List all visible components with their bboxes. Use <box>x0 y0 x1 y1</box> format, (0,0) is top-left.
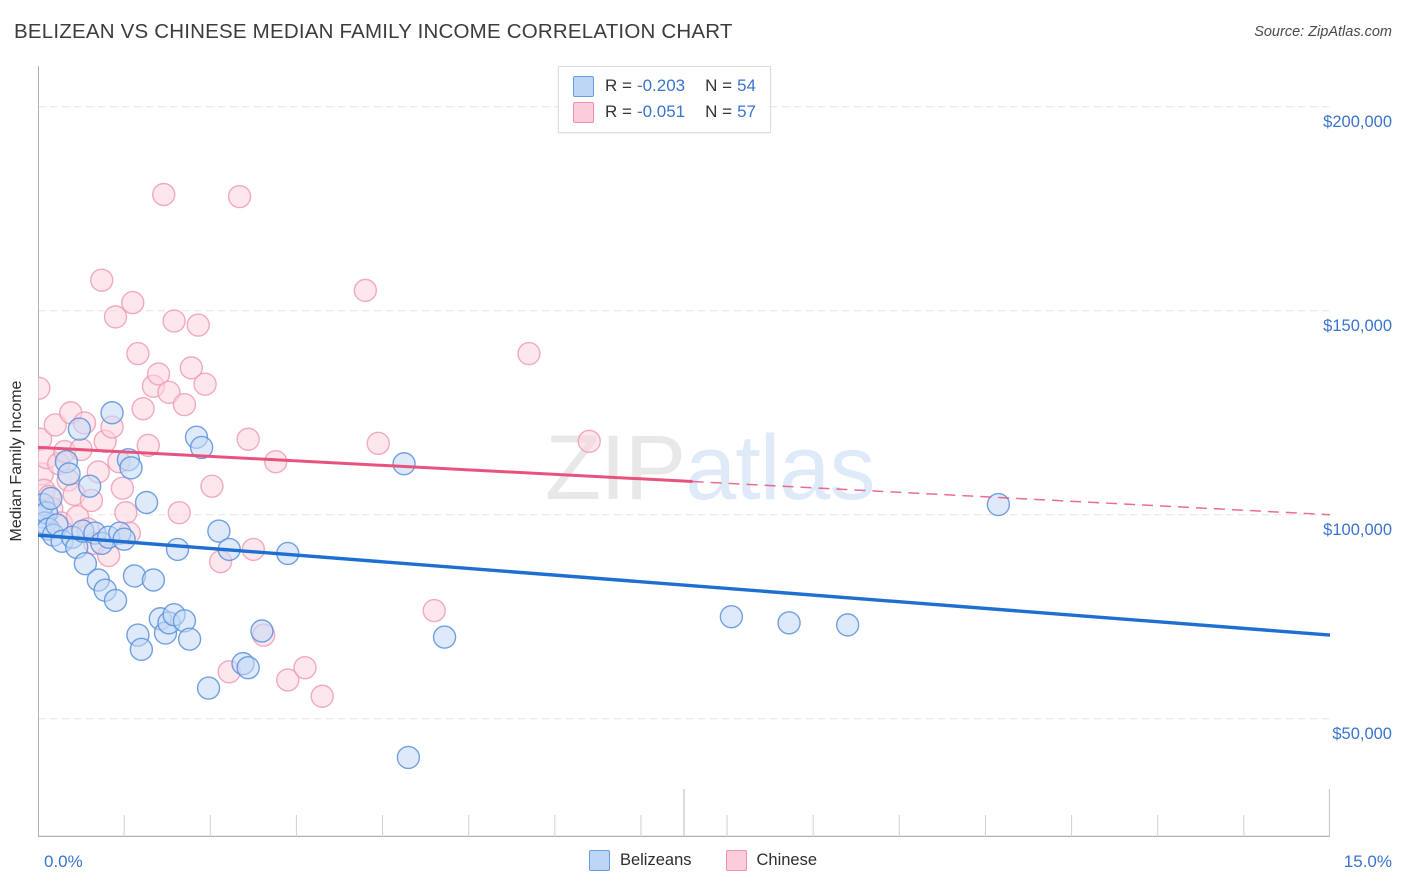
trendline-chinese-dashed <box>692 480 1330 516</box>
data-point <box>422 598 446 623</box>
correlation-row-belizeans: R = -0.203 N = 54 <box>573 73 756 99</box>
data-point <box>250 619 274 643</box>
data-point <box>90 268 114 292</box>
n-value-blue: 54 <box>737 76 756 95</box>
data-point <box>73 551 98 576</box>
series-label-chinese: Chinese <box>756 851 818 869</box>
n-label-blue: N = <box>705 76 733 95</box>
data-point <box>131 396 155 421</box>
series-label-belizeans: Belizeans <box>619 851 692 869</box>
data-point <box>227 184 252 209</box>
r-label-blue: R = <box>605 76 632 95</box>
data-point <box>310 684 334 708</box>
legend-item-belizeans[interactable]: Belizeans <box>588 850 692 871</box>
correlation-row-chinese: R = -0.051 N = 57 <box>573 99 756 125</box>
r-value-blue: -0.203 <box>636 76 686 95</box>
legend-swatch-blue <box>573 75 594 97</box>
r-value-pink: -0.051 <box>636 102 686 121</box>
data-point <box>196 676 221 700</box>
data-point <box>112 527 136 551</box>
r-label-pink: R = <box>605 102 632 121</box>
data-point <box>122 564 147 588</box>
data-point <box>777 611 801 635</box>
n-value-pink: 57 <box>737 102 756 121</box>
data-point <box>134 490 159 515</box>
data-point <box>236 427 260 451</box>
data-point <box>39 486 63 511</box>
data-point <box>432 625 457 649</box>
y-axis-title: Median Family Income <box>0 0 32 892</box>
data-point <box>114 500 138 525</box>
series-swatch-belizeans <box>588 850 610 871</box>
y-axis-tick-label: $150,000 <box>1323 316 1392 335</box>
data-point <box>162 309 186 333</box>
data-point <box>186 313 210 337</box>
data-point <box>207 519 231 543</box>
data-point <box>986 492 1011 517</box>
y-axis-tick-label: $100,000 <box>1323 520 1392 539</box>
data-point <box>126 341 150 366</box>
legend-item-chinese[interactable]: Chinese <box>725 850 818 871</box>
x-axis-label-max: 15.0% <box>1343 852 1392 871</box>
data-point <box>189 435 214 460</box>
data-point <box>110 476 135 500</box>
series-swatch-chinese <box>725 850 747 871</box>
data-point <box>172 392 197 417</box>
data-point <box>38 376 51 400</box>
y-axis-title-label: Median Family Income <box>8 380 25 542</box>
data-point <box>177 627 202 651</box>
data-point <box>241 537 266 562</box>
data-point <box>165 537 190 562</box>
data-point <box>100 401 124 425</box>
data-point <box>57 462 81 486</box>
data-point <box>43 413 67 437</box>
data-point <box>353 278 378 303</box>
trendline-belizeans <box>38 533 1330 637</box>
data-point <box>77 474 102 498</box>
data-point <box>392 452 416 476</box>
n-label-pink: N = <box>705 102 733 121</box>
legend-swatch-pink <box>573 101 594 123</box>
data-point <box>67 417 92 441</box>
plot-svg <box>38 66 1330 837</box>
data-point <box>366 431 390 456</box>
data-point <box>193 372 217 396</box>
data-point <box>157 380 181 405</box>
data-point <box>136 433 160 458</box>
data-point <box>517 341 541 366</box>
data-point <box>835 613 860 637</box>
data-point <box>119 456 143 480</box>
points-chinese <box>38 182 601 708</box>
data-point <box>293 656 317 680</box>
data-point <box>152 182 176 207</box>
data-point <box>141 568 166 592</box>
data-point <box>129 637 154 662</box>
data-point <box>719 605 744 629</box>
data-point <box>276 668 300 692</box>
page-title: BELIZEAN VS CHINESE MEDIAN FAMILY INCOME… <box>14 20 733 43</box>
points-belizeans <box>38 401 1011 770</box>
trendline-chinese-solid <box>38 445 693 484</box>
data-point <box>396 745 421 770</box>
data-point <box>179 356 204 380</box>
source-attribution: Source: ZipAtlas.com <box>1254 24 1392 40</box>
y-axis-tick-label: $50,000 <box>1332 724 1392 743</box>
data-point <box>103 305 128 329</box>
correlation-legend: R = -0.203 N = 54 R = -0.051 N = 57 <box>558 66 771 133</box>
data-point <box>121 290 145 315</box>
data-point <box>167 500 191 525</box>
y-axis-tick-label: $200,000 <box>1323 112 1392 131</box>
data-point <box>103 588 128 613</box>
data-point <box>200 474 224 498</box>
series-legend: Belizeans Chinese <box>0 850 1406 871</box>
data-point <box>236 656 260 680</box>
data-point <box>146 362 171 386</box>
scatter-plot-area <box>38 66 1330 837</box>
x-axis-label-min: 0.0% <box>44 852 83 871</box>
data-point <box>577 429 601 453</box>
